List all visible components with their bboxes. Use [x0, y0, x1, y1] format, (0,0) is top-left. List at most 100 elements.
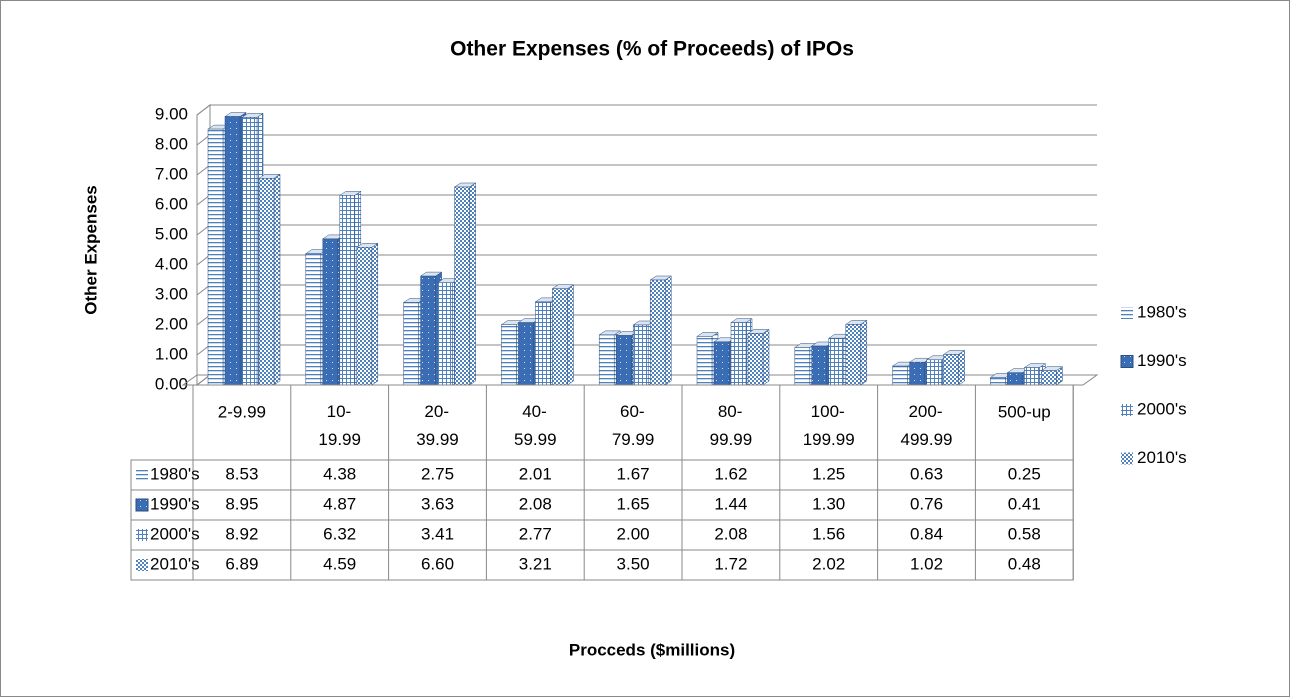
bar-side	[469, 182, 476, 386]
bar	[552, 288, 568, 386]
bar-side	[664, 275, 672, 386]
y-tick-label: 3.00	[155, 284, 188, 303]
legend-label: 2000's	[1137, 399, 1187, 418]
bar	[322, 238, 339, 386]
bar-side	[567, 284, 574, 386]
table-cell: 0.41	[1008, 494, 1041, 513]
bar-side	[371, 242, 379, 386]
table-cell: 1.44	[714, 494, 747, 513]
legend-key	[1121, 404, 1133, 416]
bar	[990, 377, 1006, 386]
table-cell: 1.56	[812, 524, 845, 543]
legend-label: 2010's	[1137, 448, 1187, 467]
table-cell: 4.59	[323, 554, 356, 573]
table-row-label: 2010's	[150, 554, 200, 573]
y-tick-label: 1.00	[155, 344, 188, 363]
bar	[518, 322, 534, 386]
x-tick-label: 60-79.99	[612, 402, 655, 449]
bar	[828, 337, 845, 386]
bar	[403, 302, 419, 386]
bar	[696, 336, 713, 386]
x-tick-label: 500-up	[998, 402, 1051, 421]
legend-key	[1121, 452, 1133, 465]
bar	[632, 324, 649, 386]
legend-key	[136, 529, 148, 541]
table-cell: 1.72	[714, 554, 747, 573]
y-tick-label: 0.00	[155, 374, 188, 393]
bar	[535, 301, 551, 386]
bar-side	[860, 319, 868, 386]
y-tick-label: 8.00	[155, 134, 188, 153]
bar	[339, 195, 356, 386]
bar	[1007, 372, 1023, 386]
bar	[845, 324, 862, 386]
table-cell: 0.25	[1008, 464, 1041, 483]
chart-title: Other Expenses (% of Proceeds) of IPOs	[450, 38, 854, 61]
table-cell: 3.50	[617, 554, 650, 573]
y-tick-label: 5.00	[155, 224, 188, 243]
x-axis-label: Procceds ($millions)	[569, 640, 735, 659]
table-cell: 1.25	[812, 464, 845, 483]
bar	[909, 361, 925, 386]
table-cell: 3.63	[421, 494, 454, 513]
table-cell: 2.00	[617, 524, 650, 543]
table-cell: 2.08	[519, 494, 552, 513]
table-cell: 8.53	[225, 464, 258, 483]
bar	[501, 324, 517, 386]
legend-key	[136, 469, 148, 481]
bar	[1024, 367, 1040, 386]
table-cell: 3.41	[421, 524, 454, 543]
table-cell: 8.95	[225, 494, 258, 513]
bar	[598, 334, 615, 386]
bar	[649, 279, 666, 386]
table-cell: 6.32	[323, 524, 356, 543]
table-cell: 1.62	[714, 464, 747, 483]
x-tick-label: 20-39.99	[416, 402, 459, 449]
table-cell: 2.75	[421, 464, 454, 483]
x-tick-label: 200-499.99	[901, 402, 953, 449]
bar	[811, 345, 828, 386]
legend-label: 1990's	[1137, 351, 1187, 370]
x-tick-label: 2-9.99	[218, 402, 266, 421]
x-tick-label: 100-199.99	[803, 402, 855, 449]
table-cell: 0.63	[910, 464, 943, 483]
x-tick-label: 80-99.99	[710, 402, 753, 449]
bar	[420, 275, 436, 386]
table-cell: 0.48	[1008, 554, 1041, 573]
table-cell: 3.21	[519, 554, 552, 573]
table-row-label: 1990's	[150, 494, 200, 513]
table-cell: 2.77	[519, 524, 552, 543]
bar	[356, 247, 373, 386]
table-cell: 8.92	[225, 524, 258, 543]
legend-key	[135, 498, 149, 512]
table-cell: 0.84	[910, 524, 943, 543]
bar	[892, 365, 908, 386]
y-tick-label: 4.00	[155, 254, 188, 273]
table-cell: 1.02	[910, 554, 943, 573]
table-row-label: 2000's	[150, 524, 200, 543]
table-cell: 4.87	[323, 494, 356, 513]
table-cell: 2.01	[519, 464, 552, 483]
bar	[747, 333, 764, 386]
bar	[437, 282, 453, 386]
y-axis-label: Other Expenses	[81, 185, 100, 314]
grid-line	[196, 104, 1097, 116]
y-tick-label: 6.00	[155, 194, 188, 213]
table-cell: 2.02	[812, 554, 845, 573]
x-tick-label: 40-59.99	[514, 402, 557, 449]
table-row-label: 1980's	[150, 464, 200, 483]
bar	[943, 354, 959, 386]
table-cell: 0.76	[910, 494, 943, 513]
bar	[454, 186, 470, 386]
bar	[305, 253, 322, 386]
bar	[926, 359, 942, 386]
bar	[207, 128, 224, 386]
bar-side	[958, 349, 965, 386]
legend-key	[1121, 307, 1133, 319]
y-tick-label: 2.00	[155, 314, 188, 333]
table-cell: 1.30	[812, 494, 845, 513]
bar-side	[273, 173, 281, 386]
table-cell: 6.89	[225, 554, 258, 573]
table-cell: 1.67	[617, 464, 650, 483]
